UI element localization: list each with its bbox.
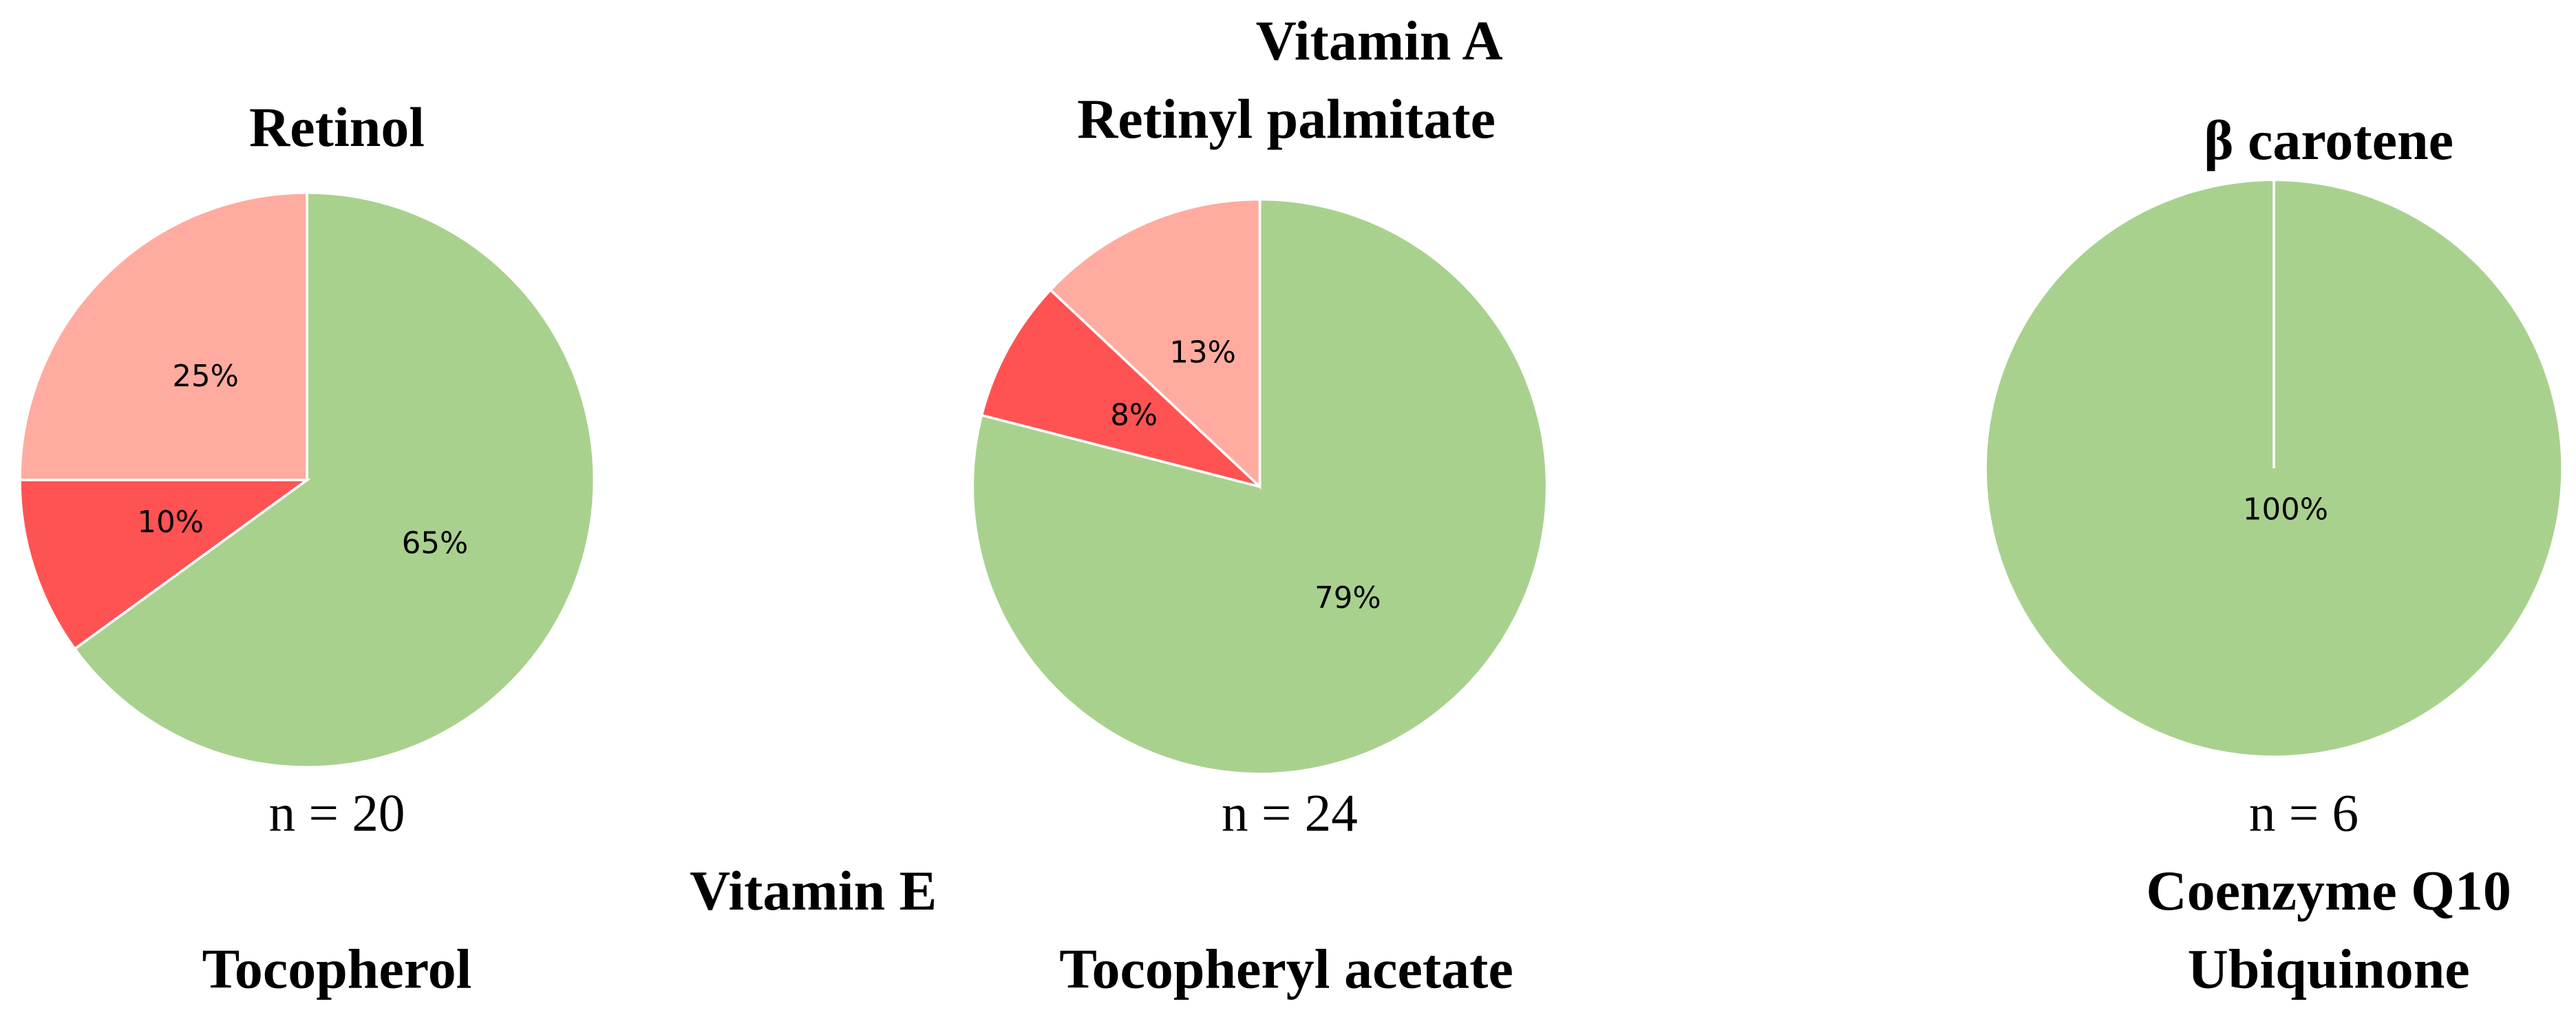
slice-label: 79% <box>1314 581 1381 616</box>
pie-slice <box>971 198 1548 775</box>
pie-slice <box>19 479 311 651</box>
slice-label: 100% <box>2243 492 2328 527</box>
group-title: Vitamin E <box>690 859 937 922</box>
slice-label: 8% <box>1110 399 1158 433</box>
pie-title: β carotene <box>2204 109 2453 171</box>
slice-label: 13% <box>1169 336 1235 370</box>
pie-slice <box>19 191 308 481</box>
pie-slice <box>73 191 596 769</box>
bottom-title: Ubiquinone <box>2188 938 2470 1000</box>
bottom-title: Tocopherol <box>202 938 472 1000</box>
bottom-title: Tocopheryl acetate <box>1059 938 1513 1000</box>
sample-size: n = 6 <box>2249 784 2359 843</box>
pie-title: Retinol <box>249 96 425 158</box>
group-title: Coenzyme Q10 <box>2146 859 2511 922</box>
slice-label: 65% <box>402 526 468 560</box>
pie-slice <box>980 288 1261 488</box>
sample-size: n = 24 <box>1222 784 1358 843</box>
group-title: Vitamin A <box>1256 9 1503 72</box>
slice-label: 25% <box>172 359 238 394</box>
pie-slice <box>1048 198 1262 490</box>
pie-title: Retinyl palmitate <box>1077 87 1495 150</box>
slice-label: 10% <box>138 505 204 540</box>
sample-size: n = 20 <box>269 784 405 843</box>
